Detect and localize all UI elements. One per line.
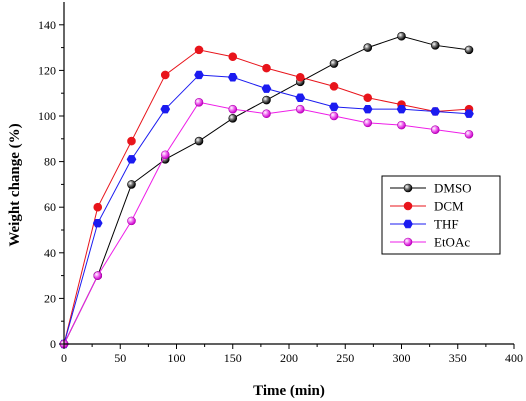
data-point-dmso [262, 95, 271, 105]
data-point-etoac [127, 216, 136, 226]
legend-label-dcm: DCM [434, 199, 464, 214]
x-tick-label: 350 [449, 351, 467, 365]
data-point-thf [92, 218, 103, 228]
data-point-dmso [194, 136, 204, 146]
data-point-thf [362, 104, 373, 114]
data-point-etoac [329, 111, 339, 121]
data-point-thf [227, 73, 238, 82]
data-point-thf [194, 70, 204, 80]
x-tick-label: 150 [224, 351, 242, 365]
y-tick-label: 100 [38, 109, 56, 123]
data-point-etoac [262, 109, 271, 119]
y-tick-label: 20 [44, 291, 56, 305]
data-point-thf [464, 109, 474, 118]
data-point-dcm [228, 52, 238, 62]
data-point-dmso [127, 180, 136, 189]
legend: DMSO DCM THF EtOAc [381, 175, 501, 255]
legend-label-thf: THF [434, 217, 459, 232]
data-point-etoac [397, 120, 406, 130]
data-point-dmso [464, 45, 474, 55]
x-tick-label: 300 [393, 351, 411, 365]
x-tick-label: 0 [61, 351, 67, 365]
data-point-etoac [430, 125, 440, 134]
data-point-etoac [464, 129, 474, 139]
y-tick-label: 120 [38, 63, 56, 77]
data-point-thf [329, 102, 339, 112]
x-tick-label: 200 [280, 351, 298, 365]
data-point-etoac [93, 271, 103, 280]
legend-marker-etoac [403, 237, 413, 247]
data-point-thf [430, 107, 441, 116]
data-point-etoac [228, 104, 238, 114]
data-point-dcm [295, 72, 305, 82]
legend-label-dmso: DMSO [434, 181, 472, 196]
y-tick-label: 80 [44, 155, 56, 169]
data-point-etoac [160, 150, 170, 160]
axes: 0 50 100 150 200 250 300 350 400 0 20 40 60 80 100 120 1… [38, 2, 523, 365]
legend-marker-thf [403, 219, 413, 229]
data-point-dcm [194, 45, 204, 55]
y-tick-label: 60 [44, 200, 56, 214]
x-tick-label: 100 [168, 351, 186, 365]
data-point-dmso [329, 59, 339, 68]
data-point-dcm [363, 93, 373, 103]
data-point-dcm [160, 70, 170, 80]
y-tick-label: 140 [38, 18, 56, 32]
x-tick-label: 400 [505, 351, 523, 365]
x-axis-title: Time (min) [253, 383, 325, 399]
x-tick-label: 50 [114, 351, 126, 365]
data-point-thf [160, 104, 171, 114]
data-point-dcm [329, 82, 339, 91]
legend-marker-dcm [403, 201, 413, 211]
data-point-dcm [127, 136, 136, 146]
data-point-dcm [93, 202, 103, 212]
data-point-thf [126, 155, 137, 164]
data-point-etoac [363, 118, 373, 128]
legend-marker-dmso [403, 183, 413, 193]
data-point-dmso [397, 31, 406, 41]
y-tick-label: 40 [44, 246, 56, 260]
y-axis-title: Weight change (%) [7, 123, 23, 246]
legend-box [381, 175, 501, 255]
y-tick-label: 0 [50, 337, 56, 351]
data-point-thf [295, 93, 306, 102]
data-point-dmso [430, 41, 440, 50]
data-point-thf [261, 84, 272, 93]
data-point-etoac [295, 104, 305, 114]
x-tick-label: 250 [336, 351, 354, 365]
data-point-dmso [228, 113, 238, 123]
data-point-dmso [363, 43, 373, 52]
data-point-etoac [194, 98, 204, 107]
data-point-thf [396, 104, 407, 114]
data-point-dcm [262, 63, 271, 73]
legend-label-etoac: EtOAc [434, 235, 470, 250]
plot-area [59, 31, 474, 349]
